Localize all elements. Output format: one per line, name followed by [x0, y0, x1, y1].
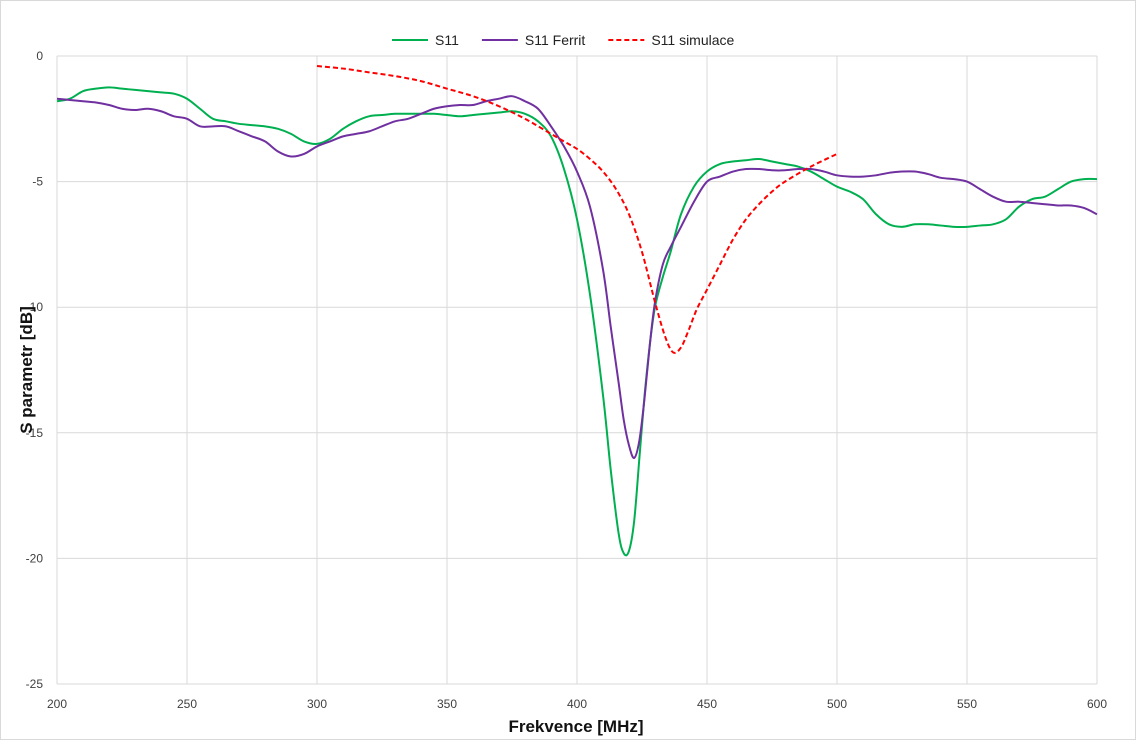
x-tick-label: 400 — [567, 697, 587, 711]
y-axis-title: S parametr [dB] — [17, 306, 36, 434]
x-axis-ticks: 200 250 300 350 400 450 500 550 600 — [47, 697, 1107, 711]
y-tick-label: -20 — [26, 551, 44, 565]
y-tick-label: 0 — [36, 49, 43, 63]
legend-label: S11 Ferrit — [525, 32, 586, 48]
x-tick-label: 250 — [177, 697, 197, 711]
y-tick-label: -5 — [32, 175, 43, 189]
y-tick-label: -25 — [26, 677, 44, 691]
y-axis-ticks: 0 -5 -10 -15 -20 -25 — [26, 49, 44, 691]
series-lines — [56, 65, 1098, 557]
x-tick-label: 350 — [437, 697, 457, 711]
legend-label: S11 — [435, 32, 459, 48]
x-tick-label: 550 — [957, 697, 977, 711]
x-tick-label: 500 — [827, 697, 847, 711]
legend-label: S11 simulace — [651, 32, 734, 48]
gridlines — [56, 55, 1098, 685]
x-tick-label: 450 — [697, 697, 717, 711]
x-tick-label: 600 — [1087, 697, 1107, 711]
series-line-s11-simulace — [316, 65, 838, 354]
legend: S11 S11 Ferrit S11 simulace — [392, 32, 735, 48]
series-line-s11 — [56, 86, 1098, 557]
x-axis-title: Frekvence [MHz] — [508, 717, 643, 736]
series-line-s11-ferrit — [56, 95, 1098, 459]
x-tick-label: 200 — [47, 697, 67, 711]
y-tick-label: -15 — [26, 426, 44, 440]
y-tick-label: -10 — [26, 300, 44, 314]
x-tick-label: 300 — [307, 697, 327, 711]
